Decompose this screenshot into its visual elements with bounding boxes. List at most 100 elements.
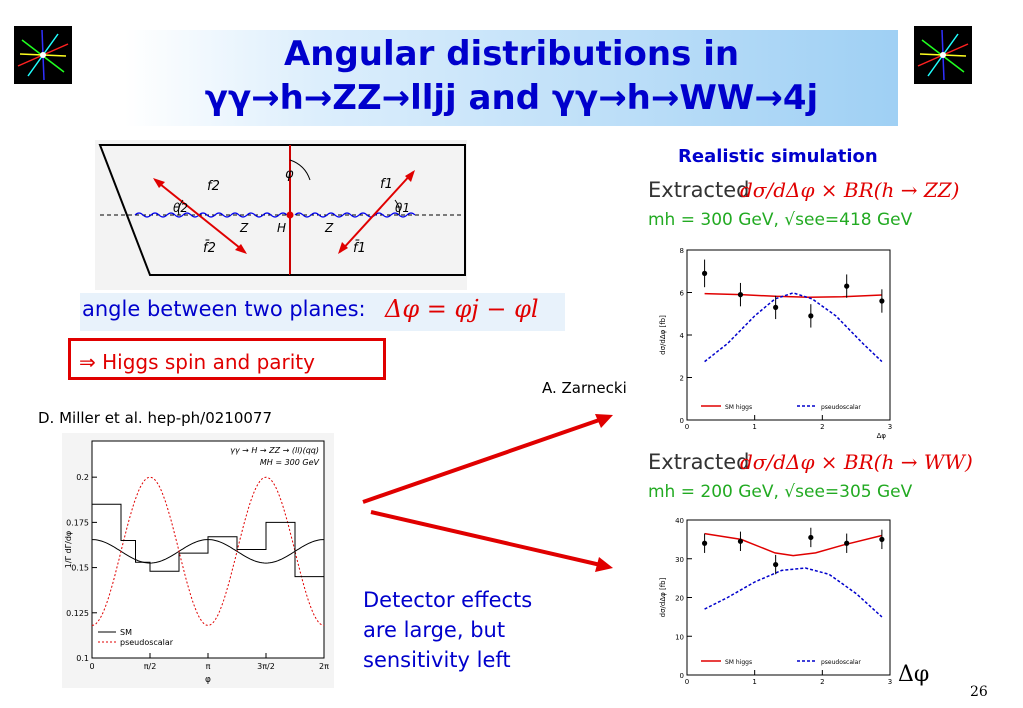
ww-formula: dσ/dΔφ × BR(h → WW) [740,450,973,474]
data-point [808,313,814,319]
legend-pseudoscalar-label: pseudoscalar [821,404,861,411]
zz-mass-energy: mh = 300 GeV, √see=418 GeV [648,210,913,230]
y-tick-label: 0.15 [71,564,89,573]
page-number: 26 [970,684,988,700]
detector-line-1: Detector effects [363,588,533,612]
author-credit: A. Zarnecki [542,379,627,397]
phi-label: φ [285,167,294,182]
zz-extracted-label: Extracted [648,178,750,202]
data-point [844,283,850,289]
pseudoscalar-curve [91,476,325,626]
reference-citation: D. Miller et al. hep-ph/0210077 [38,409,273,427]
title-line-2: γγ→h→ZZ→lljj and γγ→h→WW→4j [204,78,819,118]
x-axis-label: Δφ [877,432,887,440]
detector-line-3: sensitivity left [363,648,511,672]
y-tick-label: 10 [675,633,684,641]
realistic-simulation-heading: Realistic simulation [678,146,878,167]
x-tick-label: π [206,662,211,671]
y-tick-label: 6 [680,290,685,298]
data-point [701,540,708,546]
data-point [737,292,744,298]
data-point [879,298,885,304]
f1-label: f1 [380,177,393,192]
x-tick-label: 0 [685,678,689,686]
x-tick-label: 0 [685,423,689,431]
y-tick-label: 4 [680,332,685,340]
theta1-label: θ1 [395,201,410,215]
title-line-1: Angular distributions in [283,34,740,74]
y-axis-label: dσ/dΔφ [fb] [659,577,667,617]
pseudoscalar-curve [704,567,883,618]
theta2-label: θ2 [173,201,188,215]
event-display-logo-right [914,26,972,84]
event-burst-icon [17,29,69,81]
y-tick-label: 2 [680,375,684,383]
z-left-label: Z [239,221,249,235]
legend-sm-label: SM [120,628,132,637]
higgs-box-text: ⇒ Higgs spin and parity [79,350,315,374]
h-label: H [277,221,286,235]
higgs-spin-parity-box: ⇒ Higgs spin and parity [68,338,386,380]
theory-phi-distribution-chart: 0.1 0.125 0.15 0.175 0.2 0 π/2 π 3π/2 2π φ 1/Γ dΓ/d… [62,433,334,688]
data-point [808,534,814,541]
x-tick-label: π/2 [144,662,157,671]
f2-label: f2 [207,179,220,194]
y-axis-label: 1/Γ dΓ/dφ [64,531,73,568]
y-tick-label: 0 [680,417,684,425]
y-tick-label: 30 [675,556,684,564]
sm-higgs-curve [704,292,882,298]
legend-sm-label: SM higgs [725,659,752,666]
y-axis-label: dσ/dΔφ [fb] [659,315,667,355]
x-tick-label: 1 [752,423,756,431]
x-tick-label: 0 [89,662,94,671]
x-tick-label: 3 [888,423,892,431]
y-tick-label: 20 [675,595,684,603]
f2bar-label: f̄2 [203,241,216,256]
y-tick-label: 40 [675,517,684,525]
data-point [879,536,885,542]
event-display-logo-left [14,26,72,84]
decay-planes-diagram: φ f2 f̄2 f1 f̄1 θ2 θ1 Z H Z [95,140,467,290]
legend-sm-label: SM higgs [725,404,752,411]
data-point [844,540,850,546]
slide-title: Angular distributions in γγ→h→ZZ→lljj an… [125,32,898,120]
plot-frame [686,249,891,421]
event-burst-icon [917,29,969,81]
z-right-label: Z [324,221,334,235]
data-point [701,270,708,276]
chart-title: γγ → H → ZZ → (ll)(qq) [230,446,319,455]
angle-formula: Δφ = φj − φl [385,295,539,323]
data-point [773,561,779,568]
angle-caption: angle between two planes: Δφ = φj − φl [80,293,565,331]
ww-extracted-label: Extracted [648,450,750,474]
x-axis-label: φ [205,675,211,685]
legend-pseudoscalar-label: pseudoscalar [821,659,861,666]
x-tick-label: 3π/2 [257,662,275,671]
delta-phi-axis-label: Δφ [898,662,930,687]
detector-line-2: are large, but [363,618,506,642]
legend-pseudoscalar-label: pseudoscalar [120,638,174,647]
zz-formula: dσ/dΔφ × BR(h → ZZ) [740,178,960,202]
y-tick-label: 0.175 [66,518,89,527]
x-tick-label: 1 [752,678,756,686]
zz-simulation-chart: 0 2 4 6 8 0 1 2 3Δφ dσ/dΔφ [fb] SM higgs pseudoscal… [659,247,892,440]
y-tick-label: 0.2 [76,473,89,482]
ww-mass-energy: mh = 200 GeV, √see=305 GeV [648,482,913,502]
angle-caption-text: angle between two planes: [82,297,366,321]
x-tick-label: 3 [888,678,892,686]
detector-effects-note: Detector effects are large, but sensitiv… [363,585,532,675]
y-tick-label: 0.125 [66,609,89,618]
x-tick-label: 2 [820,678,824,686]
ww-simulation-chart: 0 10 20 30 40 0 1 2 3 dσ/dΔφ [fb] SM higgs pseudosc… [659,517,892,686]
title-banner [125,30,898,126]
chart-subtitle: MH = 300 GeV [260,458,320,467]
histogram-steps [92,503,324,578]
data-point [737,538,744,544]
data-point [773,304,779,310]
x-tick-label: 2π [319,662,329,671]
y-tick-label: 0 [680,672,684,680]
x-tick-label: 2 [820,423,824,431]
y-tick-label: 8 [680,247,684,255]
pointer-arrows [362,414,613,572]
y-tick-label: 0.1 [76,654,89,663]
